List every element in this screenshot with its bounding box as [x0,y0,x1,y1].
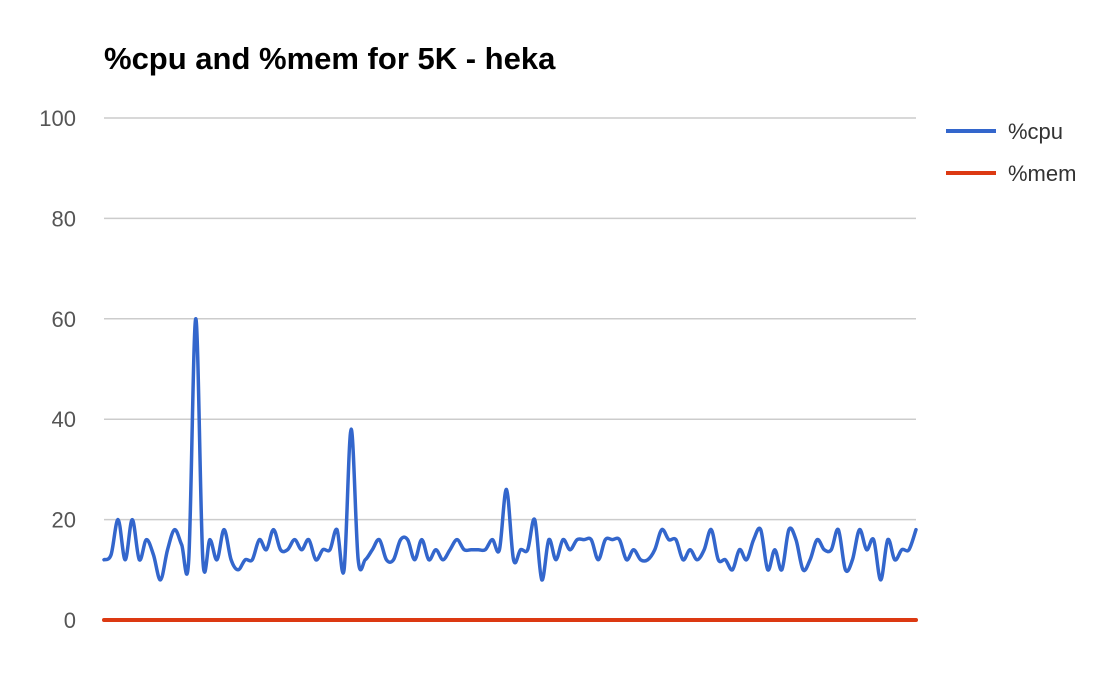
legend: %cpu %mem [946,119,1076,186]
y-tick-label: 60 [52,307,76,332]
chart-title: %cpu and %mem for 5K - heka [104,41,556,76]
y-tick-label: 40 [52,407,76,432]
legend-item-cpu: %cpu [946,119,1063,144]
gridlines [104,117,916,521]
y-tick-label: 20 [52,508,76,533]
y-tick-label: 80 [52,206,76,231]
series-lines [102,317,918,623]
y-tick-label: 100 [39,106,76,131]
series-line-cpu [102,317,918,582]
legend-label-mem: %mem [1008,161,1076,186]
legend-label-cpu: %cpu [1008,119,1063,144]
y-tick-label: 0 [64,608,76,633]
legend-item-mem: %mem [946,161,1076,186]
y-axis-tick-labels: 0 20 40 60 80 100 [39,106,76,633]
